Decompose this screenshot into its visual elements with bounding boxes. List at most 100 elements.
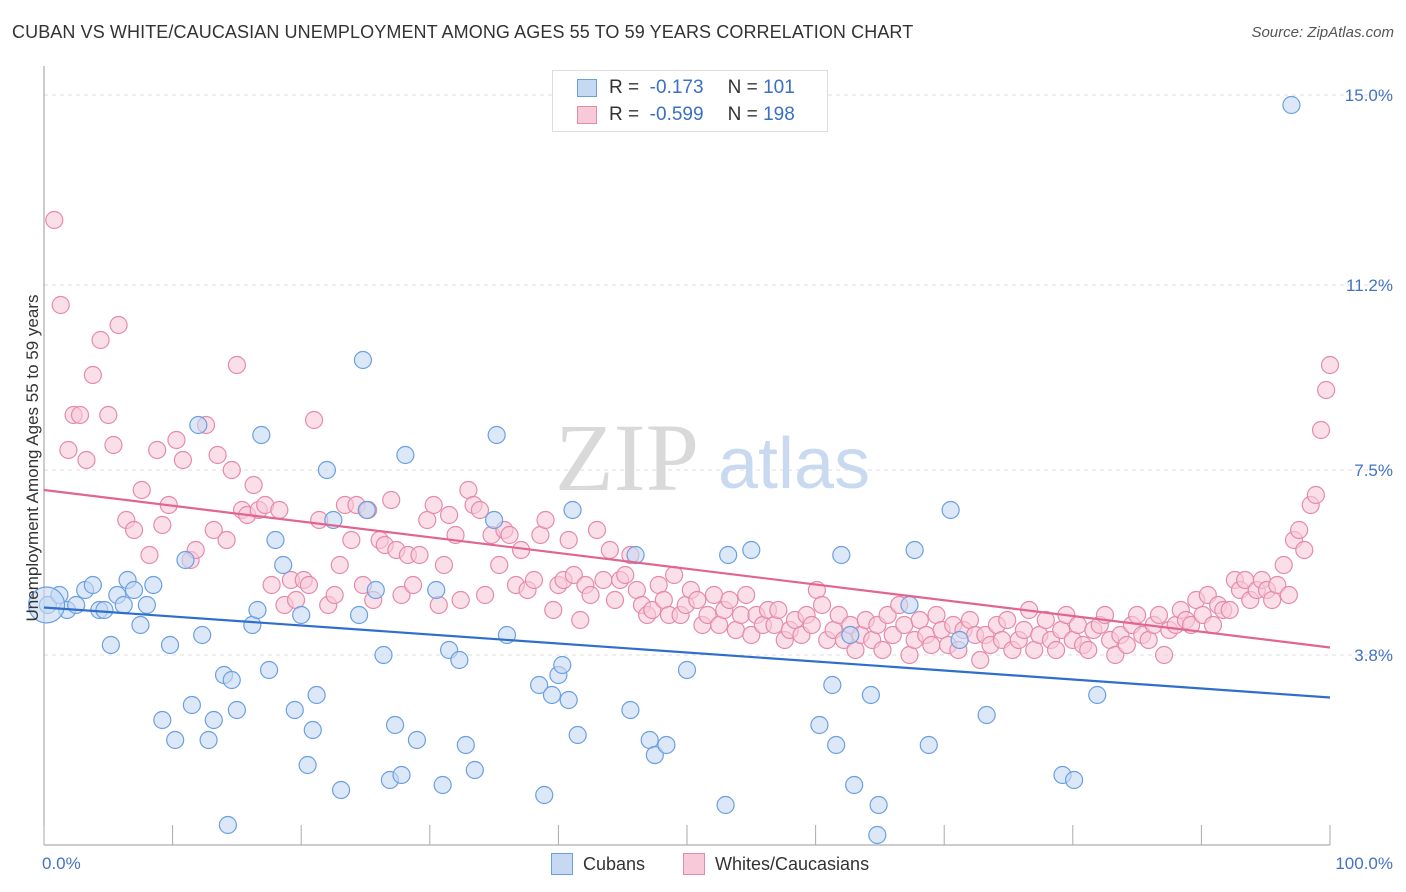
data-point-whites [720, 590, 739, 610]
data-point-cubans [285, 700, 304, 720]
data-point-whites [392, 585, 411, 605]
data-point-cubans [266, 530, 285, 550]
data-point-whites [731, 605, 751, 625]
data-point-cubans [868, 825, 887, 845]
series-cubans-points [27, 95, 1301, 845]
data-point-whites [878, 605, 897, 625]
data-point-whites [470, 500, 490, 520]
bottom-legend-swatch-cubans [551, 853, 573, 875]
data-point-whites [1127, 605, 1147, 625]
data-point-cubans [535, 785, 554, 805]
data-point-whites [104, 435, 123, 455]
data-point-whites [1046, 640, 1066, 660]
data-point-cubans [941, 500, 960, 520]
data-point-whites [1274, 555, 1293, 575]
data-point-whites [227, 355, 246, 375]
data-point-cubans [450, 650, 469, 670]
data-point-cubans [900, 595, 919, 615]
data-point-cubans [227, 700, 246, 720]
data-point-whites [1117, 635, 1136, 655]
data-point-cubans [114, 595, 133, 615]
data-point-whites [262, 575, 281, 595]
data-point-whites [429, 595, 448, 615]
data-point-cubans [189, 415, 208, 435]
data-point-whites [829, 605, 848, 625]
data-point-whites [559, 530, 578, 550]
data-point-cubans [95, 600, 114, 620]
data-point-cubans [274, 555, 293, 575]
data-point-whites [1036, 610, 1055, 630]
data-point-whites [910, 610, 929, 630]
data-point-whites [475, 585, 495, 605]
data-point-cubans [841, 625, 860, 645]
data-point-whites [524, 570, 544, 590]
legend-row-whites: R = -0.599 N = 198 [577, 103, 795, 127]
data-point-whites [325, 585, 344, 605]
data-point-cubans [832, 545, 851, 565]
data-point-whites [204, 520, 223, 540]
data-point-whites [1220, 600, 1239, 620]
data-point-whites [500, 525, 519, 545]
data-point-cubans [950, 630, 969, 650]
data-point-whites [643, 600, 662, 620]
data-point-whites [330, 555, 349, 575]
data-point-cubans [568, 725, 587, 745]
data-point-whites [1317, 380, 1336, 400]
data-point-whites [883, 625, 902, 645]
data-point-cubans [427, 580, 446, 600]
data-point-whites [581, 585, 600, 605]
data-point-whites [434, 555, 454, 575]
data-point-whites [742, 625, 761, 645]
data-point-whites [665, 565, 684, 585]
bottom-legend-label-cubans: Cubans [583, 853, 646, 874]
chart-title: CUBAN VS WHITE/CAUCASIAN UNEMPLOYMENT AM… [12, 22, 914, 42]
data-point-whites [571, 610, 590, 630]
data-point-cubans [144, 575, 163, 595]
legend-n-label: N = [727, 77, 758, 98]
watermark: ZIP atlas [555, 404, 870, 511]
data-point-whites [1306, 485, 1325, 505]
data-point-cubans [101, 635, 120, 655]
data-point-cubans [176, 550, 195, 570]
data-point-whites [304, 410, 324, 430]
data-point-cubans [977, 705, 996, 725]
data-point-whites [704, 585, 724, 605]
legend-n-value: 198 [763, 104, 795, 125]
data-point-whites [424, 495, 443, 515]
data-point-whites [1268, 575, 1287, 595]
data-point-whites [167, 430, 186, 450]
data-point-whites [270, 500, 289, 520]
data-point-whites [1290, 520, 1309, 540]
data-point-cubans [331, 780, 351, 800]
data-point-whites [802, 615, 821, 635]
data-point-cubans [810, 715, 829, 735]
data-point-whites [812, 595, 832, 615]
data-point-cubans [137, 595, 156, 615]
data-point-whites [45, 210, 64, 230]
data-point-cubans [303, 720, 322, 740]
data-point-cubans [487, 425, 506, 445]
data-point-whites [222, 460, 241, 480]
data-point-whites [1203, 615, 1223, 635]
data-point-cubans [621, 700, 640, 720]
data-point-whites [410, 545, 429, 565]
data-point-cubans [716, 795, 735, 815]
data-point-whites [1079, 640, 1098, 660]
legend-r-label: R = [609, 104, 640, 125]
data-point-whites [564, 565, 583, 585]
data-point-cubans [204, 710, 223, 730]
y-tick-label: 11.2% [1346, 276, 1393, 295]
bottom-legend-cubans: Cubans [551, 852, 645, 876]
data-point-cubans [396, 445, 415, 465]
data-point-cubans [719, 545, 738, 565]
data-point-whites [173, 450, 192, 470]
data-point-cubans [160, 635, 180, 655]
data-point-whites [1279, 585, 1298, 605]
y-tick-label: 3.8% [1354, 646, 1393, 665]
data-point-whites [698, 605, 717, 625]
data-point-cubans [456, 735, 475, 755]
data-point-cubans [465, 760, 484, 780]
data-point-cubans [827, 735, 846, 755]
data-point-cubans [166, 730, 185, 750]
data-point-cubans [385, 715, 405, 735]
